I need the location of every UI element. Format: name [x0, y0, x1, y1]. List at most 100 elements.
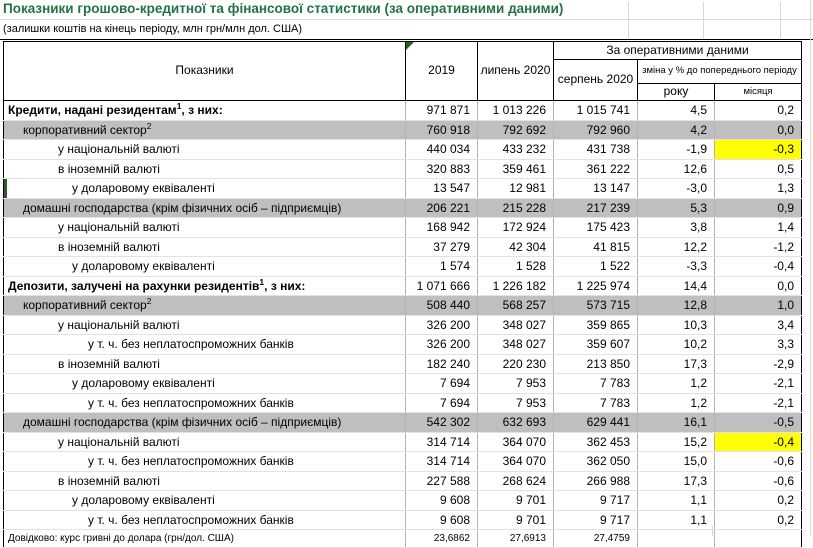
value-cell[interactable]: 13 147: [553, 178, 638, 199]
value-cell[interactable]: 37 279: [405, 237, 478, 257]
value-cell[interactable]: 0,0: [714, 275, 802, 296]
row-label-cell[interactable]: в іноземній валюті: [3, 159, 406, 179]
row-label-cell[interactable]: в іноземній валюті: [3, 471, 406, 491]
value-cell[interactable]: -3,0: [637, 178, 715, 199]
value-cell[interactable]: 348 027: [477, 334, 554, 355]
value-cell[interactable]: [714, 529, 802, 548]
value-cell[interactable]: 348 027: [477, 315, 554, 335]
row-label-cell[interactable]: Кредити, надані резидентам1, з них:: [3, 100, 406, 121]
value-cell[interactable]: -1,9: [637, 139, 715, 160]
value-cell[interactable]: 971 871: [405, 100, 478, 121]
row-label-cell[interactable]: домашні господарства (крім фізичних осіб…: [3, 412, 406, 433]
value-cell[interactable]: 1 013 226: [477, 100, 554, 121]
value-cell[interactable]: [637, 529, 715, 548]
value-cell[interactable]: 168 942: [405, 217, 478, 238]
header-operational-banner[interactable]: За оперативними даними: [553, 41, 802, 60]
value-cell[interactable]: 206 221: [405, 198, 478, 218]
value-cell[interactable]: 7 783: [553, 393, 638, 413]
value-cell[interactable]: 362 050: [553, 451, 638, 472]
value-cell[interactable]: -0,4: [714, 432, 802, 452]
value-cell[interactable]: 568 257: [477, 295, 554, 316]
value-cell[interactable]: 266 988: [553, 471, 638, 491]
value-cell[interactable]: 7 694: [405, 373, 478, 394]
value-cell[interactable]: 172 924: [477, 217, 554, 238]
value-cell[interactable]: 9 717: [553, 510, 638, 530]
value-cell[interactable]: 0,0: [714, 120, 802, 140]
value-cell[interactable]: 792 960: [553, 120, 638, 140]
value-cell[interactable]: 760 918: [405, 120, 478, 140]
value-cell[interactable]: 12,2: [637, 237, 715, 257]
value-cell[interactable]: 217 239: [553, 198, 638, 218]
value-cell[interactable]: 16,1: [637, 412, 715, 433]
value-cell[interactable]: 1,1: [637, 510, 715, 530]
value-cell[interactable]: 364 070: [477, 432, 554, 452]
value-cell[interactable]: 1 015 741: [553, 100, 638, 121]
value-cell[interactable]: 15,2: [637, 432, 715, 452]
value-cell[interactable]: 1 522: [553, 256, 638, 277]
value-cell[interactable]: 359 461: [477, 159, 554, 179]
value-cell[interactable]: -0,6: [714, 451, 802, 472]
value-cell[interactable]: 12,6: [637, 159, 715, 179]
value-cell[interactable]: 15,0: [637, 451, 715, 472]
row-label-cell[interactable]: в іноземній валюті: [3, 237, 406, 257]
value-cell[interactable]: 7 783: [553, 373, 638, 394]
value-cell[interactable]: 0,2: [714, 100, 802, 121]
value-cell[interactable]: 1 071 666: [405, 275, 478, 296]
value-cell[interactable]: 0,2: [714, 510, 802, 530]
value-cell[interactable]: 0,5: [714, 159, 802, 179]
value-cell[interactable]: 0,2: [714, 490, 802, 511]
value-cell[interactable]: 175 423: [553, 217, 638, 238]
value-cell[interactable]: 9 608: [405, 510, 478, 530]
row-label-cell[interactable]: у доларовому еквіваленті: [3, 256, 406, 277]
value-cell[interactable]: 3,8: [637, 217, 715, 238]
value-cell[interactable]: 3,4: [714, 315, 802, 335]
value-cell[interactable]: 359 865: [553, 315, 638, 335]
value-cell[interactable]: -0,5: [714, 412, 802, 433]
value-cell[interactable]: 1,1: [637, 490, 715, 511]
row-label-cell[interactable]: Депозити, залучені на рахунки резидентів…: [3, 275, 406, 296]
value-cell[interactable]: 314 714: [405, 451, 478, 472]
row-label-cell[interactable]: у доларовому еквіваленті: [3, 490, 406, 511]
row-label-cell[interactable]: корпоративний сектор2: [3, 120, 406, 140]
value-cell[interactable]: 5,3: [637, 198, 715, 218]
value-cell[interactable]: -0,4: [714, 256, 802, 277]
value-cell[interactable]: 14,4: [637, 275, 715, 296]
value-cell[interactable]: 632 693: [477, 412, 554, 433]
value-cell[interactable]: -1,2: [714, 237, 802, 257]
header-indicators[interactable]: Показники: [3, 41, 406, 101]
row-label-cell[interactable]: домашні господарства (крім фізичних осіб…: [3, 198, 406, 218]
header-month[interactable]: місяця: [714, 83, 802, 101]
row-label-cell[interactable]: у доларовому еквіваленті: [3, 178, 406, 199]
value-cell[interactable]: -0,3: [714, 139, 802, 160]
value-cell[interactable]: 182 240: [405, 354, 478, 374]
value-cell[interactable]: 1,0: [714, 295, 802, 316]
value-cell[interactable]: 1,2: [637, 393, 715, 413]
value-cell[interactable]: 1 225 974: [553, 275, 638, 296]
value-cell[interactable]: 41 815: [553, 237, 638, 257]
value-cell[interactable]: 1 226 182: [477, 275, 554, 296]
value-cell[interactable]: 431 738: [553, 139, 638, 160]
value-cell[interactable]: 1,3: [714, 178, 802, 199]
value-cell[interactable]: 42 304: [477, 237, 554, 257]
row-label-cell[interactable]: у т. ч. без неплатоспроможних банків: [3, 334, 406, 355]
header-change-label[interactable]: зміна у % до попереднього періоду: [637, 59, 802, 84]
row-label-cell[interactable]: Довідково: курс гривні до долара (грн/до…: [3, 529, 406, 548]
value-cell[interactable]: 10,3: [637, 315, 715, 335]
value-cell[interactable]: -2,1: [714, 373, 802, 394]
value-cell[interactable]: -3,3: [637, 256, 715, 277]
value-cell[interactable]: 9 701: [477, 510, 554, 530]
value-cell[interactable]: 1 574: [405, 256, 478, 277]
header-july-2020[interactable]: липень 2020: [477, 41, 554, 101]
value-cell[interactable]: 23,6862: [405, 529, 478, 548]
row-label-cell[interactable]: в іноземній валюті: [3, 354, 406, 374]
value-cell[interactable]: 573 715: [553, 295, 638, 316]
value-cell[interactable]: 227 588: [405, 471, 478, 491]
header-year[interactable]: року: [637, 83, 715, 101]
value-cell[interactable]: 9 701: [477, 490, 554, 511]
row-label-cell[interactable]: у т. ч. без неплатоспроможних банків: [3, 393, 406, 413]
value-cell[interactable]: 629 441: [553, 412, 638, 433]
row-label-cell[interactable]: корпоративний сектор2: [3, 295, 406, 316]
value-cell[interactable]: 17,3: [637, 354, 715, 374]
value-cell[interactable]: 792 692: [477, 120, 554, 140]
value-cell[interactable]: 4,5: [637, 100, 715, 121]
